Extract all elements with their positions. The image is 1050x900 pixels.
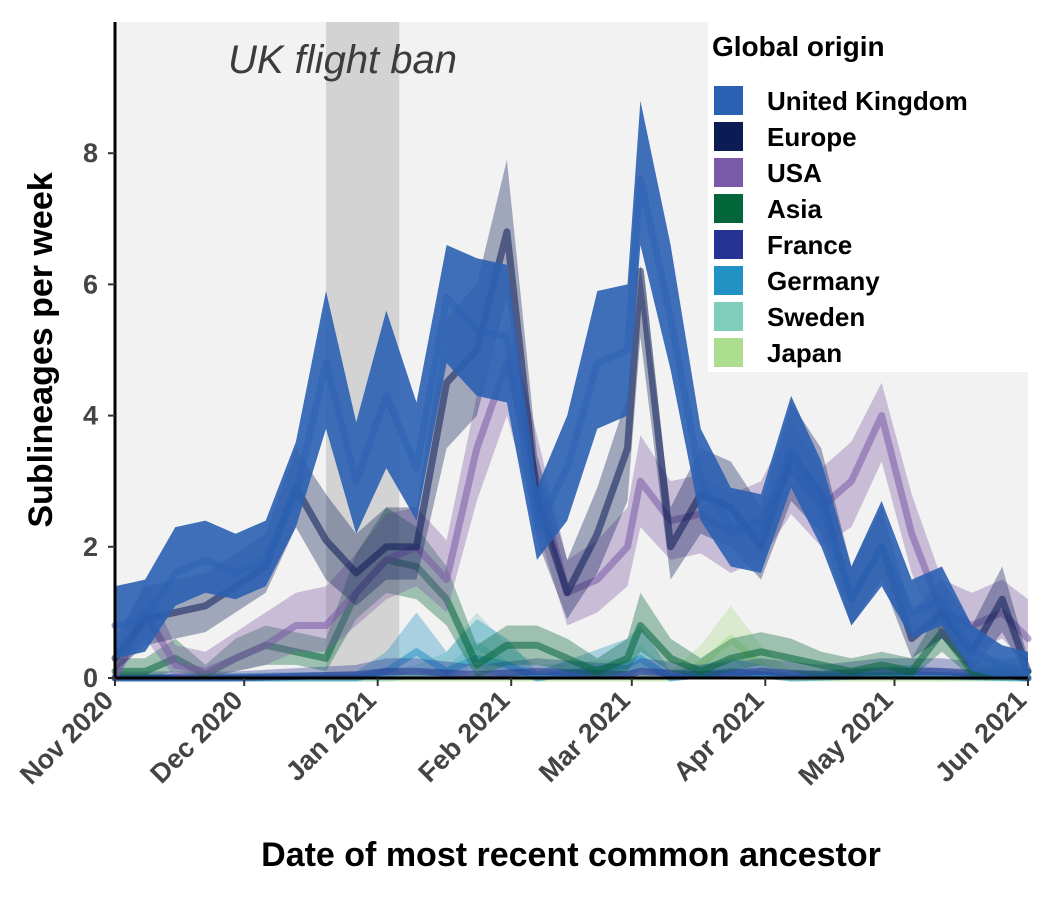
x-tick-label: Dec 2020 xyxy=(144,685,248,789)
legend-swatch-sweden xyxy=(712,300,745,333)
legend-label-japan: Japan xyxy=(767,338,842,368)
y-tick-label: 4 xyxy=(83,401,98,431)
legend-swatch-asia xyxy=(712,192,745,225)
y-axis-title: Sublineages per week xyxy=(22,172,60,527)
legend-swatch-germany xyxy=(712,264,745,297)
x-tick-label: Nov 2020 xyxy=(14,685,119,790)
x-tick-label: Apr 2021 xyxy=(668,685,770,787)
legend-swatch-europe xyxy=(712,120,745,153)
band-united-kingdom xyxy=(115,100,1028,678)
band-usa xyxy=(115,317,1028,678)
y-ticks: 0 2 4 6 8 xyxy=(83,138,115,693)
band-europe xyxy=(115,159,1028,679)
legend-label-germany: Germany xyxy=(767,266,880,296)
y-tick-label: 6 xyxy=(83,269,98,299)
x-tick-label: Feb 2021 xyxy=(413,685,516,788)
x-ticks: Nov 2020 Dec 2020 Jan 2021 Feb 2021 Mar 2021… xyxy=(14,678,1032,791)
flight-ban-label: UK flight ban xyxy=(228,38,457,82)
x-tick-label: Jun 2021 xyxy=(929,685,1032,788)
legend-label-france: France xyxy=(767,230,852,260)
line-usa xyxy=(111,359,1032,682)
line-united-kingdom xyxy=(111,175,1032,675)
legend-label-usa: USA xyxy=(767,158,822,188)
legend: United Kingdom Europe USA Asia France Germany… xyxy=(712,84,968,369)
legend-swatch-japan xyxy=(712,336,745,369)
x-tick-label: Mar 2021 xyxy=(533,685,636,788)
legend-label-sweden: Sweden xyxy=(767,302,865,332)
x-axis-title: Date of most recent common ancestor xyxy=(261,836,881,874)
series-layer xyxy=(111,100,1032,682)
legend-label-united-kingdom: United Kingdom xyxy=(767,86,968,116)
y-tick-label: 2 xyxy=(83,532,98,562)
line-asia xyxy=(111,556,1032,679)
legend-label-asia: Asia xyxy=(767,194,822,224)
band-sweden xyxy=(115,612,1028,678)
y-tick-label: 0 xyxy=(83,663,98,693)
legend-background xyxy=(708,22,1028,372)
legend-swatch-france xyxy=(712,228,745,261)
band-asia xyxy=(115,507,1028,678)
x-tick-label: May 2021 xyxy=(793,685,899,791)
y-tick-label: 8 xyxy=(83,138,98,168)
legend-title: Global origin xyxy=(712,31,885,62)
x-tick-label: Jan 2021 xyxy=(280,685,382,787)
legend-label-europe: Europe xyxy=(767,122,857,152)
legend-swatch-usa xyxy=(712,156,745,189)
legend-swatch-united-kingdom xyxy=(712,84,745,117)
